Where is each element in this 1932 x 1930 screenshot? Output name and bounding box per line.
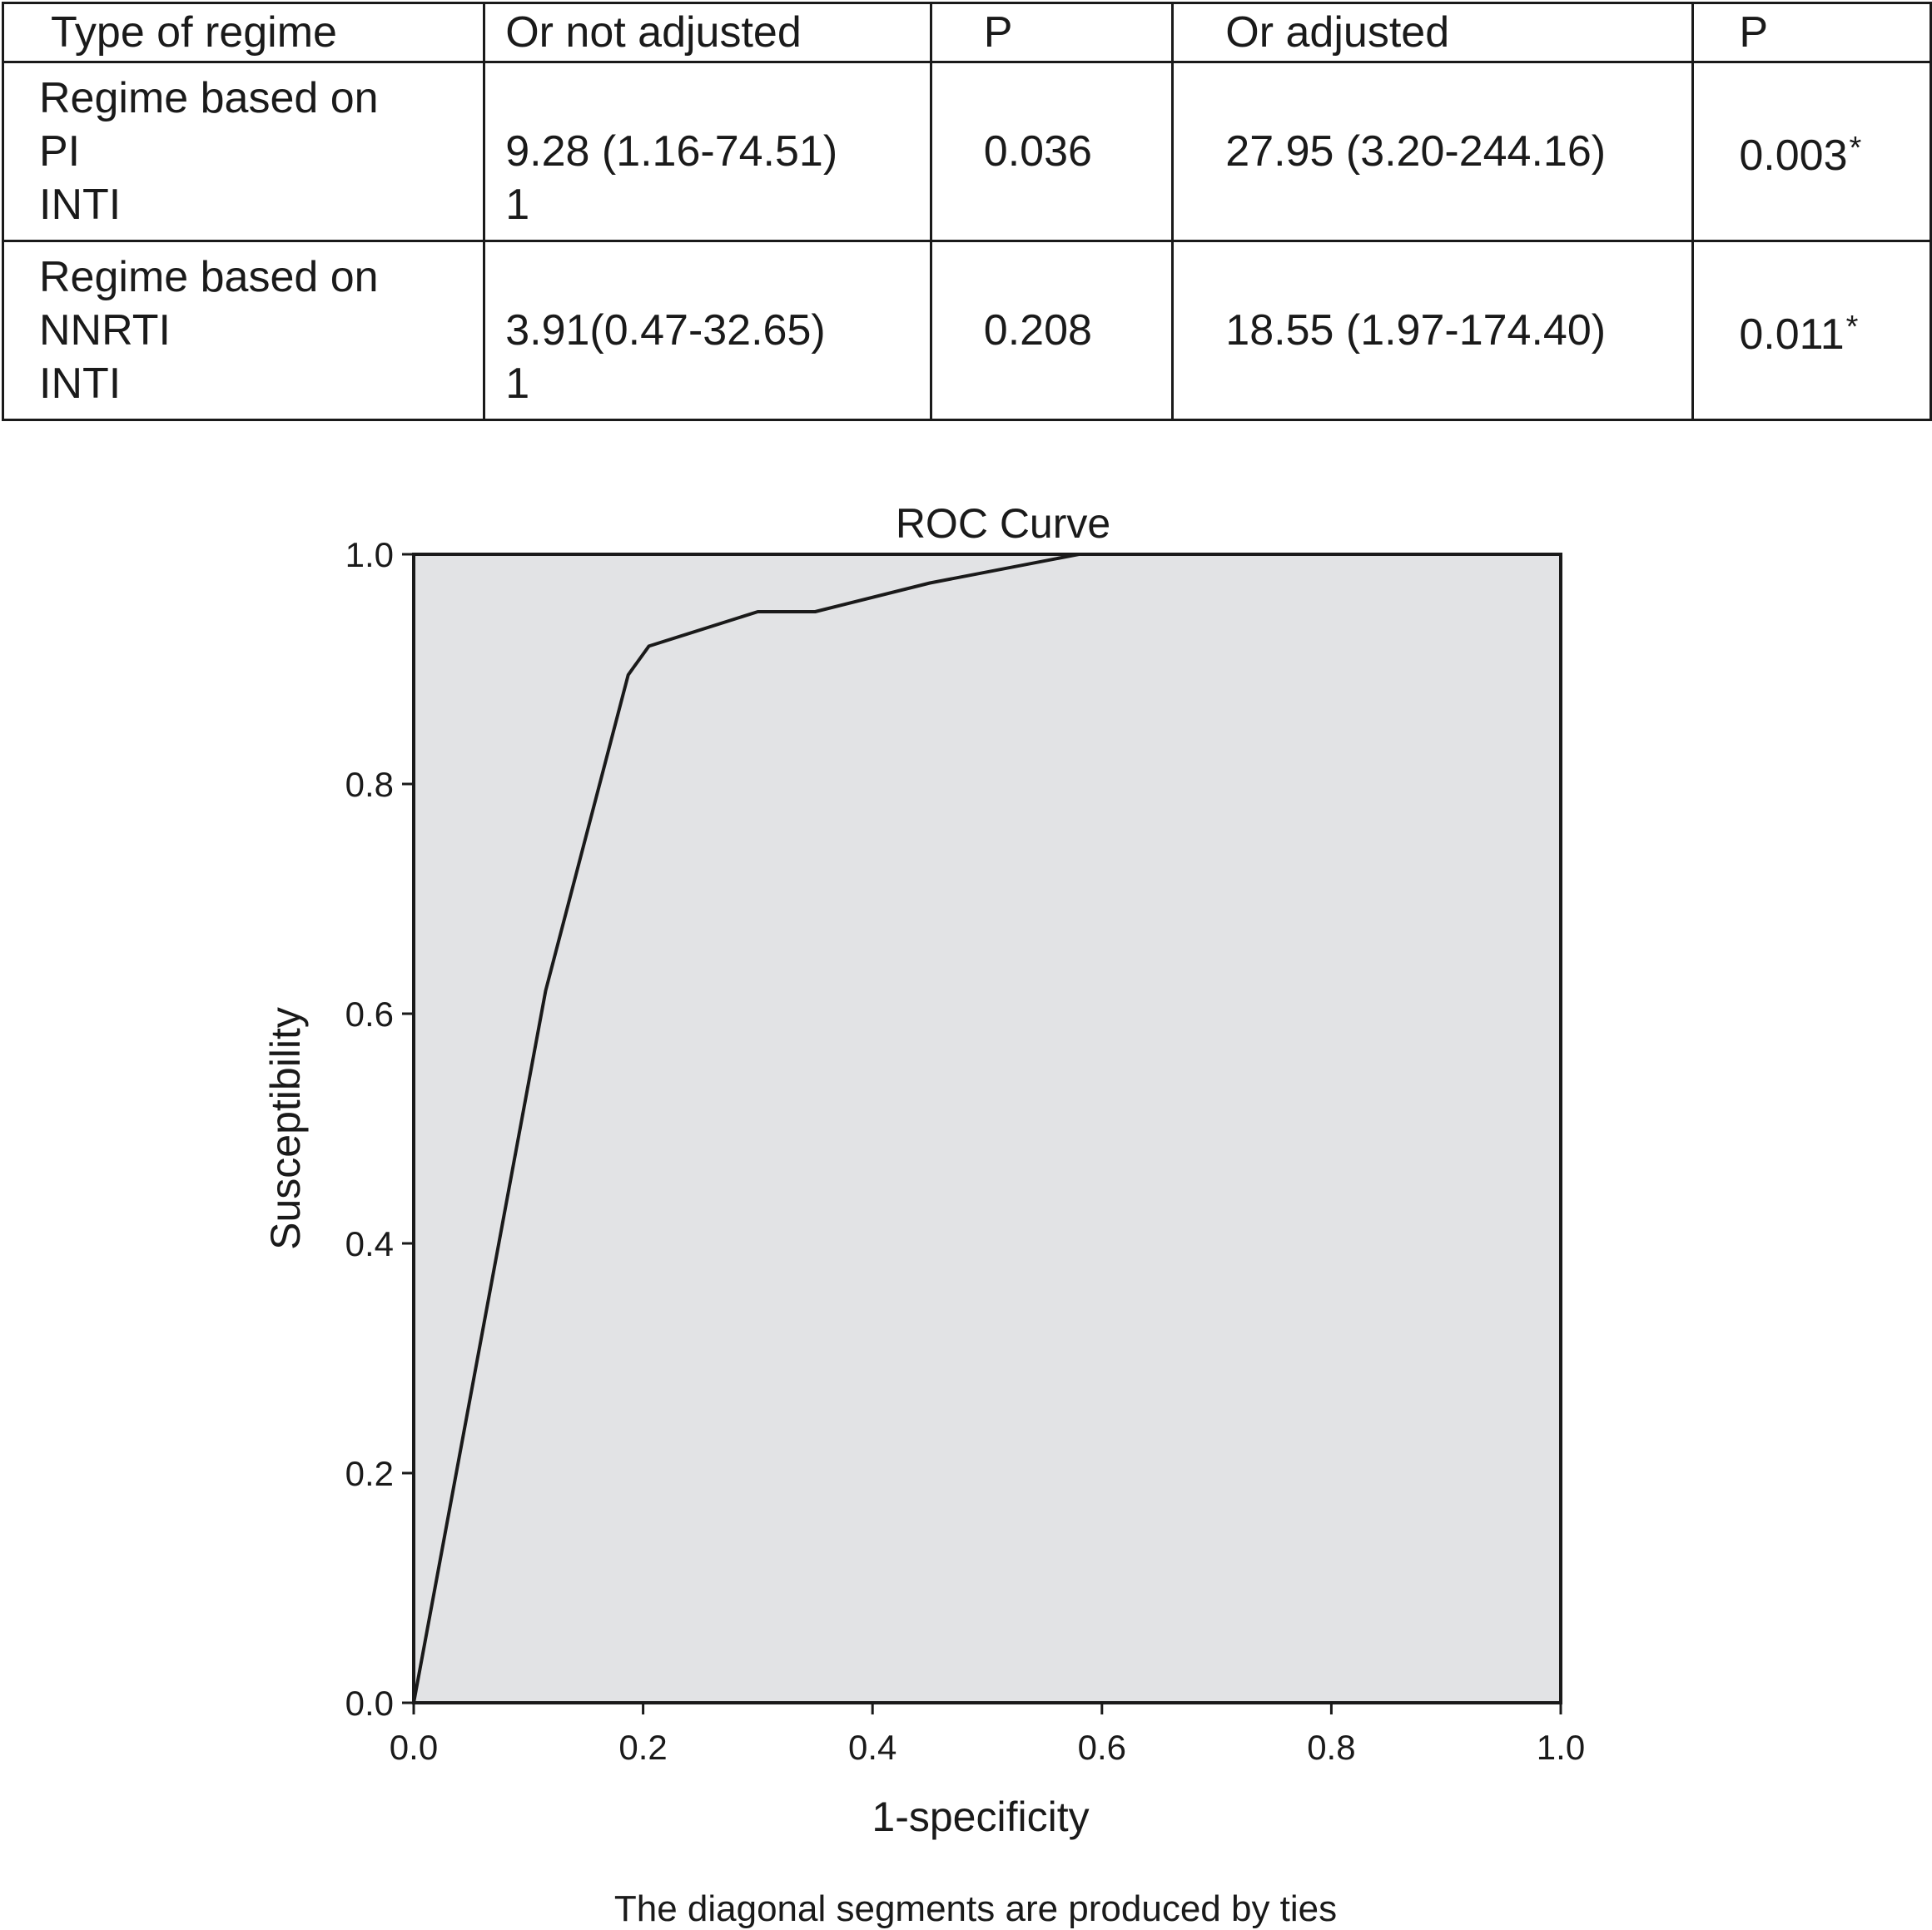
p-not-adjusted-value: 0.036 [983, 127, 1092, 176]
or-adjusted-value: 18.55 (1.97-174.40) [1225, 306, 1607, 355]
p-not-adjusted-value: 0.208 [983, 306, 1092, 355]
y-tick-label: 0.0 [345, 1684, 394, 1723]
x-tick-label: 0.6 [1078, 1728, 1126, 1767]
or-adjusted-cell: 27.95 (3.20-244.16) [1171, 61, 1695, 242]
roc-points [413, 553, 1562, 1704]
x-tick-label: 1.0 [1537, 1728, 1585, 1767]
regime-drug-class: NNRTI [39, 306, 171, 355]
axis-ticks: 0.0 0.2 0.4 0.6 0.8 1.0 0.0 0.2 0.4 0.6 0.8 1.0 [345, 535, 1586, 1767]
p-adjusted-cell: 0.011* [1691, 240, 1932, 421]
regime-group-label: Regime based on [39, 74, 379, 122]
or-not-adjusted-value: 9.28 (1.16-74.51) [505, 127, 838, 176]
x-tick-label: 0.0 [390, 1728, 438, 1767]
regime-group-label: Regime based on [39, 253, 379, 301]
x-tick-label: 0.2 [618, 1728, 667, 1767]
or-adjusted-value: 27.95 (3.20-244.16) [1225, 127, 1607, 176]
header-type-of-regime: Type of regime [1, 2, 486, 63]
significance-mark: * [1849, 130, 1862, 166]
header-p-not-adjusted: P [929, 2, 1175, 63]
regime-reference: INTI [39, 360, 122, 408]
stats-table: Type of regime Or not adjusted P Or adju… [1, 2, 1932, 421]
or-not-adjusted-cell: 3.91(0.47-32.65) 1 [483, 240, 932, 421]
y-tick-label: 0.2 [345, 1454, 394, 1493]
header-or-adjusted: Or adjusted [1171, 2, 1695, 63]
regime-cell: Regime based on NNRTI INTI [1, 240, 486, 421]
header-or-not-adjusted: Or not adjusted [483, 2, 932, 63]
x-tick-label: 0.8 [1307, 1728, 1355, 1767]
table-row: Regime based on PI INTI 9.28 (1.16-74.51… [1, 61, 1932, 242]
regime-cell: Regime based on PI INTI [1, 61, 486, 242]
or-not-adjusted-cell: 9.28 (1.16-74.51) 1 [483, 61, 932, 242]
plot-area [412, 553, 1562, 1704]
y-axis-label: Susceptibility [262, 1007, 309, 1250]
header-p-adjusted: P [1691, 2, 1932, 63]
x-axis-label: 1-specificity [872, 1794, 1089, 1840]
p-not-adjusted-cell: 0.036 [929, 61, 1175, 242]
p-adjusted-value: 0.003 [1739, 131, 1848, 180]
y-tick-label: 0.6 [345, 995, 394, 1034]
p-adjusted-value: 0.011 [1739, 310, 1845, 359]
p-not-adjusted-cell: 0.208 [929, 240, 1175, 421]
or-not-adjusted-reference: 1 [505, 181, 530, 229]
chart-caption: The diagonal segments are produced by ti… [614, 1888, 1337, 1929]
or-not-adjusted-value: 3.91(0.47-32.65) [505, 306, 826, 355]
x-tick-label: 0.4 [848, 1728, 896, 1767]
table-header-row: Type of regime Or not adjusted P Or adju… [1, 2, 1932, 63]
p-adjusted-cell: 0.003* [1691, 61, 1932, 242]
or-adjusted-cell: 18.55 (1.97-174.40) [1171, 240, 1695, 421]
significance-mark: * [1845, 309, 1859, 345]
y-tick-label: 1.0 [345, 535, 394, 574]
regime-reference: INTI [39, 181, 122, 229]
chart-title: ROC Curve [896, 500, 1110, 547]
or-not-adjusted-reference: 1 [505, 360, 530, 408]
table-row: Regime based on NNRTI INTI 3.91(0.47-32.… [1, 240, 1932, 421]
y-tick-label: 0.8 [345, 765, 394, 804]
y-tick-label: 0.4 [345, 1224, 394, 1263]
regime-drug-class: PI [39, 127, 81, 176]
